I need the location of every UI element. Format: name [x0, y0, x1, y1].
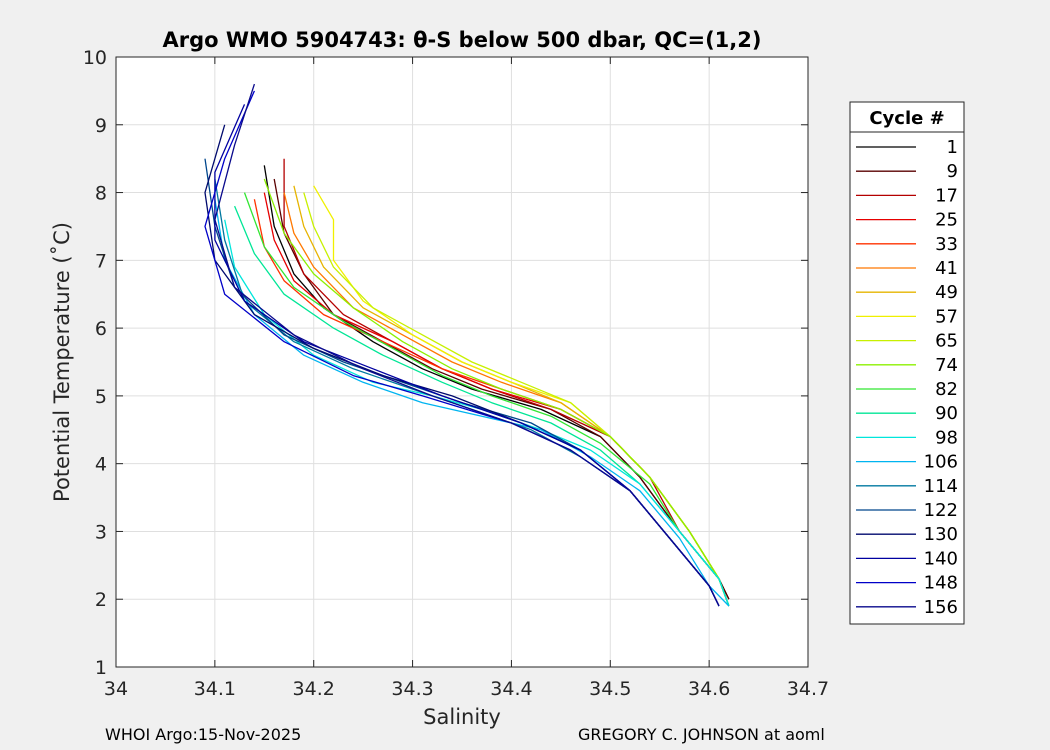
series-layer — [204, 83, 730, 607]
y-tick-label: 5 — [95, 386, 107, 408]
series-line-cycle-74 — [263, 178, 730, 607]
legend-label: 82 — [935, 379, 958, 400]
y-tick-label: 3 — [95, 521, 107, 543]
legend-label: 122 — [924, 500, 958, 521]
x-tick-label: 34.3 — [391, 678, 433, 700]
legend-label: 114 — [924, 476, 958, 497]
legend-label: 33 — [935, 234, 958, 255]
x-tick-label: 34.7 — [787, 678, 829, 700]
legend-label: 57 — [935, 306, 958, 327]
x-tick-label: 34.5 — [589, 678, 631, 700]
legend-label: 65 — [935, 331, 958, 352]
footer-right: GREGORY C. JOHNSON at aoml — [578, 725, 825, 744]
legend-label: 49 — [935, 282, 958, 303]
legend-label: 148 — [924, 573, 958, 594]
x-tick-label: 34.6 — [688, 678, 730, 700]
plot-frame — [115, 56, 809, 668]
legend-label: 140 — [924, 548, 958, 569]
chart-title: Argo WMO 5904743: θ-S below 500 dbar, QC… — [163, 28, 762, 52]
legend-label: 106 — [924, 452, 958, 473]
x-tick-label: 34.2 — [293, 678, 335, 700]
legend-label: 41 — [935, 258, 958, 279]
y-tick-label: 4 — [95, 454, 107, 476]
legend-items: 1 9 17 25 33 41 49 57 65 74 82 90 98 106 114 122 130 140 1… — [856, 137, 958, 618]
legend-label: 156 — [924, 597, 958, 618]
axis-ticks: 34 34.1 34.2 34.3 34.4 34.5 34.6 34.71234567891… — [83, 47, 829, 700]
x-tick-label: 34.1 — [194, 678, 236, 700]
legend: Cycle # 1 9 17 25 33 41 49 57 65 74 82 90 98 106 114 12… — [849, 101, 965, 625]
legend-label: 74 — [935, 355, 958, 376]
legend-title: Cycle # — [869, 108, 944, 129]
x-tick-label: 34 — [104, 678, 128, 700]
y-axis-label: Potential Temperature (˚C) — [50, 222, 74, 502]
legend-label: 9 — [947, 161, 958, 182]
legend-label: 1 — [947, 137, 958, 158]
legend-label: 98 — [935, 427, 958, 448]
legend-label: 130 — [924, 524, 958, 545]
x-axis-label: Salinity — [423, 705, 501, 729]
series-line-cycle-156 — [214, 83, 720, 607]
legend-label: 17 — [935, 185, 958, 206]
grid — [116, 57, 808, 667]
footer-left: WHOI Argo:15-Nov-2025 — [105, 725, 302, 744]
y-tick-label: 10 — [83, 47, 107, 69]
legend-box — [849, 101, 965, 625]
y-tick-label: 6 — [95, 318, 107, 340]
x-tick-label: 34.4 — [490, 678, 532, 700]
y-tick-label: 7 — [95, 250, 107, 272]
y-tick-label: 9 — [95, 115, 107, 137]
y-tick-label: 8 — [95, 183, 107, 205]
y-tick-label: 1 — [95, 657, 107, 679]
y-tick-label: 2 — [95, 589, 107, 611]
legend-label: 25 — [935, 210, 958, 231]
legend-label: 90 — [935, 403, 958, 424]
